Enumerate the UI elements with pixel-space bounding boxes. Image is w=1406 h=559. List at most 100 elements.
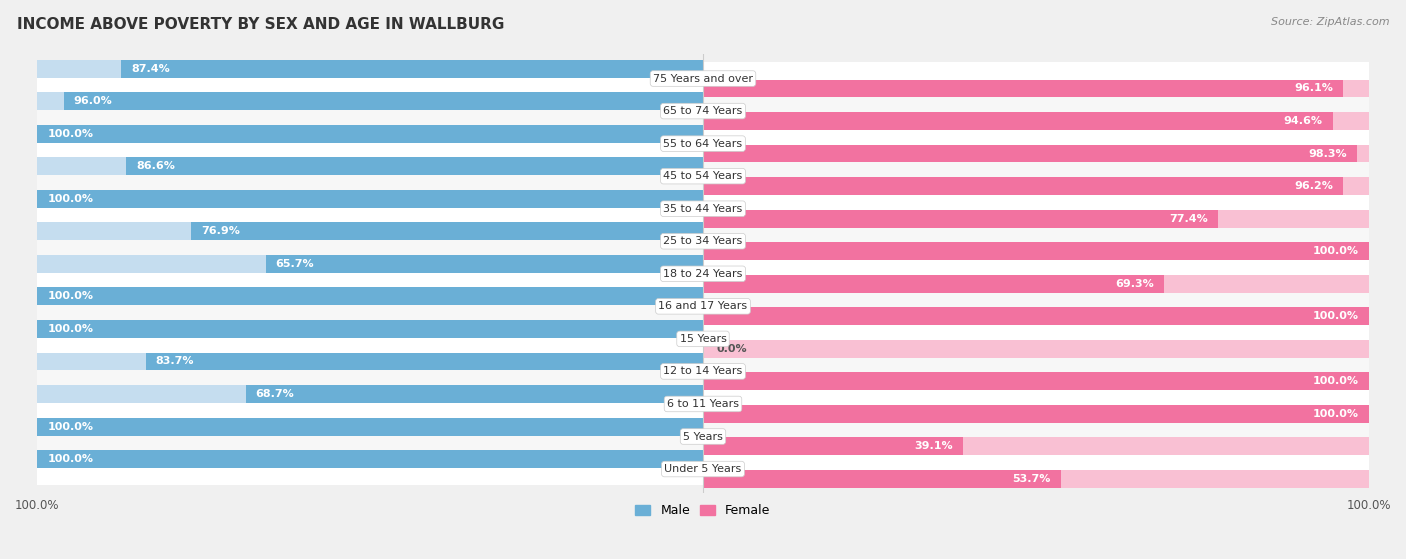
- Bar: [37, 385, 703, 403]
- Bar: [703, 438, 1369, 456]
- Bar: [703, 112, 1333, 130]
- Text: 25 to 34 Years: 25 to 34 Years: [664, 236, 742, 247]
- Bar: [703, 372, 1369, 390]
- Bar: [703, 307, 1369, 325]
- Bar: [703, 112, 1369, 130]
- Bar: [703, 405, 1369, 423]
- Bar: [703, 405, 1369, 423]
- Text: 96.1%: 96.1%: [1294, 83, 1333, 93]
- Text: 94.6%: 94.6%: [1284, 116, 1323, 126]
- Text: Under 5 Years: Under 5 Years: [665, 464, 741, 474]
- Text: 45 to 54 Years: 45 to 54 Years: [664, 171, 742, 181]
- Bar: [37, 157, 703, 175]
- Bar: [37, 127, 1369, 160]
- Text: 65.7%: 65.7%: [276, 259, 314, 269]
- Bar: [703, 470, 1060, 488]
- Bar: [703, 470, 1369, 488]
- Text: 100.0%: 100.0%: [48, 324, 93, 334]
- Text: 77.4%: 77.4%: [1170, 214, 1208, 224]
- Text: INCOME ABOVE POVERTY BY SEX AND AGE IN WALLBURG: INCOME ABOVE POVERTY BY SEX AND AGE IN W…: [17, 17, 505, 32]
- Text: 98.3%: 98.3%: [1309, 149, 1347, 159]
- Bar: [37, 418, 703, 435]
- Text: 87.4%: 87.4%: [131, 64, 170, 74]
- Text: 100.0%: 100.0%: [1313, 311, 1358, 321]
- Text: 100.0%: 100.0%: [48, 421, 93, 432]
- Text: 86.6%: 86.6%: [136, 161, 176, 171]
- Bar: [703, 210, 1369, 228]
- Bar: [37, 225, 1369, 258]
- Text: 39.1%: 39.1%: [915, 442, 953, 452]
- Bar: [703, 340, 1369, 358]
- Bar: [37, 192, 1369, 225]
- Bar: [703, 79, 1369, 97]
- Text: 100.0%: 100.0%: [1313, 409, 1358, 419]
- Bar: [63, 92, 703, 110]
- Text: 15 Years: 15 Years: [679, 334, 727, 344]
- Bar: [37, 222, 703, 240]
- Bar: [37, 323, 1369, 355]
- Text: 53.7%: 53.7%: [1012, 474, 1050, 484]
- Bar: [121, 60, 703, 78]
- Bar: [703, 242, 1369, 260]
- Bar: [127, 157, 703, 175]
- Bar: [266, 255, 703, 273]
- Bar: [37, 290, 1369, 323]
- Bar: [37, 418, 703, 435]
- Text: 100.0%: 100.0%: [48, 454, 93, 464]
- Bar: [703, 177, 1344, 195]
- Bar: [37, 355, 1369, 388]
- Bar: [37, 60, 703, 78]
- Bar: [37, 190, 703, 208]
- Bar: [703, 177, 1369, 195]
- Bar: [37, 287, 703, 305]
- Bar: [191, 222, 703, 240]
- Bar: [37, 388, 1369, 420]
- Bar: [37, 353, 703, 371]
- Bar: [37, 420, 1369, 453]
- Text: 5 Years: 5 Years: [683, 432, 723, 442]
- Text: 96.0%: 96.0%: [75, 96, 112, 106]
- Bar: [703, 145, 1357, 163]
- Text: 65 to 74 Years: 65 to 74 Years: [664, 106, 742, 116]
- Bar: [37, 125, 703, 143]
- Bar: [37, 125, 703, 143]
- Bar: [37, 95, 1369, 127]
- Legend: Male, Female: Male, Female: [630, 499, 776, 522]
- Bar: [37, 62, 1369, 95]
- Bar: [703, 438, 963, 456]
- Bar: [37, 258, 1369, 290]
- Bar: [37, 287, 703, 305]
- Bar: [703, 79, 1343, 97]
- Bar: [703, 145, 1369, 163]
- Bar: [703, 372, 1369, 390]
- Bar: [37, 450, 703, 468]
- Text: 76.9%: 76.9%: [201, 226, 240, 236]
- Bar: [146, 353, 703, 371]
- Bar: [703, 275, 1164, 293]
- Text: 18 to 24 Years: 18 to 24 Years: [664, 269, 742, 279]
- Text: 100.0%: 100.0%: [48, 291, 93, 301]
- Text: 16 and 17 Years: 16 and 17 Years: [658, 301, 748, 311]
- Bar: [703, 242, 1369, 260]
- Bar: [37, 255, 703, 273]
- Text: 100.0%: 100.0%: [1313, 246, 1358, 256]
- Text: 6 to 11 Years: 6 to 11 Years: [666, 399, 740, 409]
- Text: 69.3%: 69.3%: [1115, 279, 1154, 288]
- Bar: [37, 92, 703, 110]
- Text: 55 to 64 Years: 55 to 64 Years: [664, 139, 742, 149]
- Text: 68.7%: 68.7%: [256, 389, 294, 399]
- Text: 100.0%: 100.0%: [48, 129, 93, 139]
- Text: 35 to 44 Years: 35 to 44 Years: [664, 203, 742, 214]
- Text: 75 Years and over: 75 Years and over: [652, 74, 754, 83]
- Bar: [703, 275, 1369, 293]
- Bar: [37, 160, 1369, 192]
- Bar: [37, 320, 703, 338]
- Bar: [37, 320, 703, 338]
- Bar: [703, 210, 1218, 228]
- Bar: [37, 453, 1369, 485]
- Bar: [246, 385, 703, 403]
- Text: 100.0%: 100.0%: [48, 194, 93, 204]
- Text: 12 to 14 Years: 12 to 14 Years: [664, 366, 742, 376]
- Bar: [37, 190, 703, 208]
- Bar: [37, 450, 703, 468]
